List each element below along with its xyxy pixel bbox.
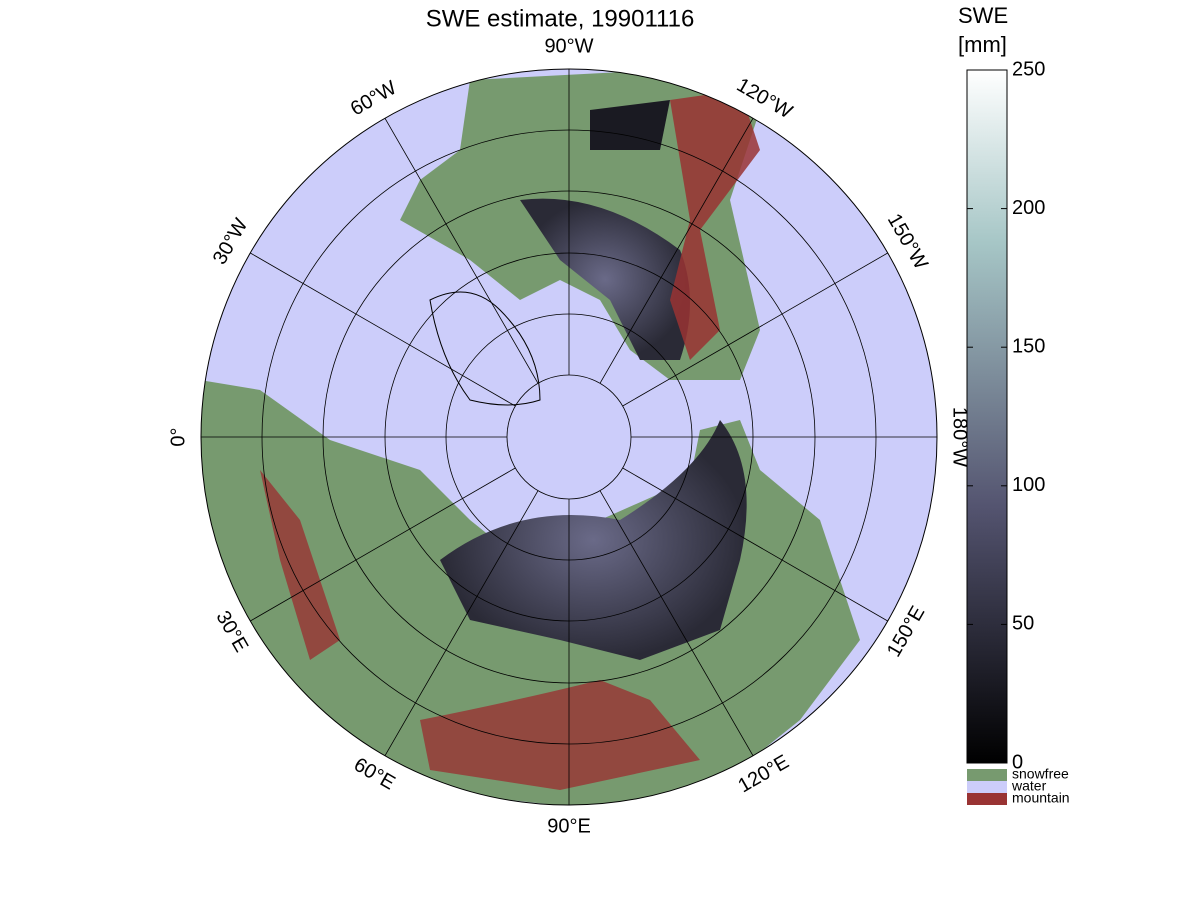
map-border: [200, 68, 938, 806]
mountains-asia: [420, 680, 700, 790]
longitude-label: 90°W: [544, 35, 593, 57]
colorbar-ramp: [966, 69, 1008, 764]
map-title: SWE estimate, 19901116: [426, 5, 695, 32]
legend-swatch: [967, 781, 1007, 793]
greenland-outline: [429, 291, 541, 406]
colorbar-tick-label: 0: [1012, 751, 1023, 773]
meridian: [384, 490, 539, 756]
graticule: [201, 69, 937, 805]
legend-label: snowfree: [1012, 766, 1069, 782]
meridian: [622, 252, 888, 407]
colorbar-title: [mm]: [958, 32, 1007, 57]
polar-map: [200, 68, 938, 806]
colorbar-tick-label: 50: [1012, 613, 1034, 635]
meridian: [384, 118, 539, 384]
colorbar-tick-label: 250: [1012, 58, 1045, 80]
meridian: [599, 490, 754, 756]
meridian: [250, 252, 516, 407]
snow-deep: [590, 100, 670, 150]
legend-swatch: [967, 769, 1007, 781]
colorbar-tick-label: 150: [1012, 335, 1045, 357]
snow-cover: [440, 420, 747, 660]
colorbar: SWE [mm] 0 50 100 150 200 250 snowfreewatermount…: [958, 3, 1070, 806]
legend-swatch: [967, 793, 1007, 805]
snow-cover-na: [520, 198, 690, 360]
legend-label: mountain: [1012, 790, 1070, 806]
longitude-label: 180°W: [949, 407, 971, 467]
mountains-europe: [260, 470, 340, 660]
colorbar-tick-label: 200: [1012, 197, 1045, 219]
longitude-label: 0°: [167, 427, 189, 446]
colorbar-tick-label: 100: [1012, 474, 1045, 496]
meridian: [599, 118, 754, 384]
mountains-na: [670, 90, 760, 360]
meridian: [622, 467, 888, 622]
meridian: [250, 467, 516, 622]
colorbar-title: SWE: [958, 3, 1008, 28]
longitude-label: 90°E: [547, 815, 591, 837]
legend-label: water: [1011, 778, 1047, 794]
